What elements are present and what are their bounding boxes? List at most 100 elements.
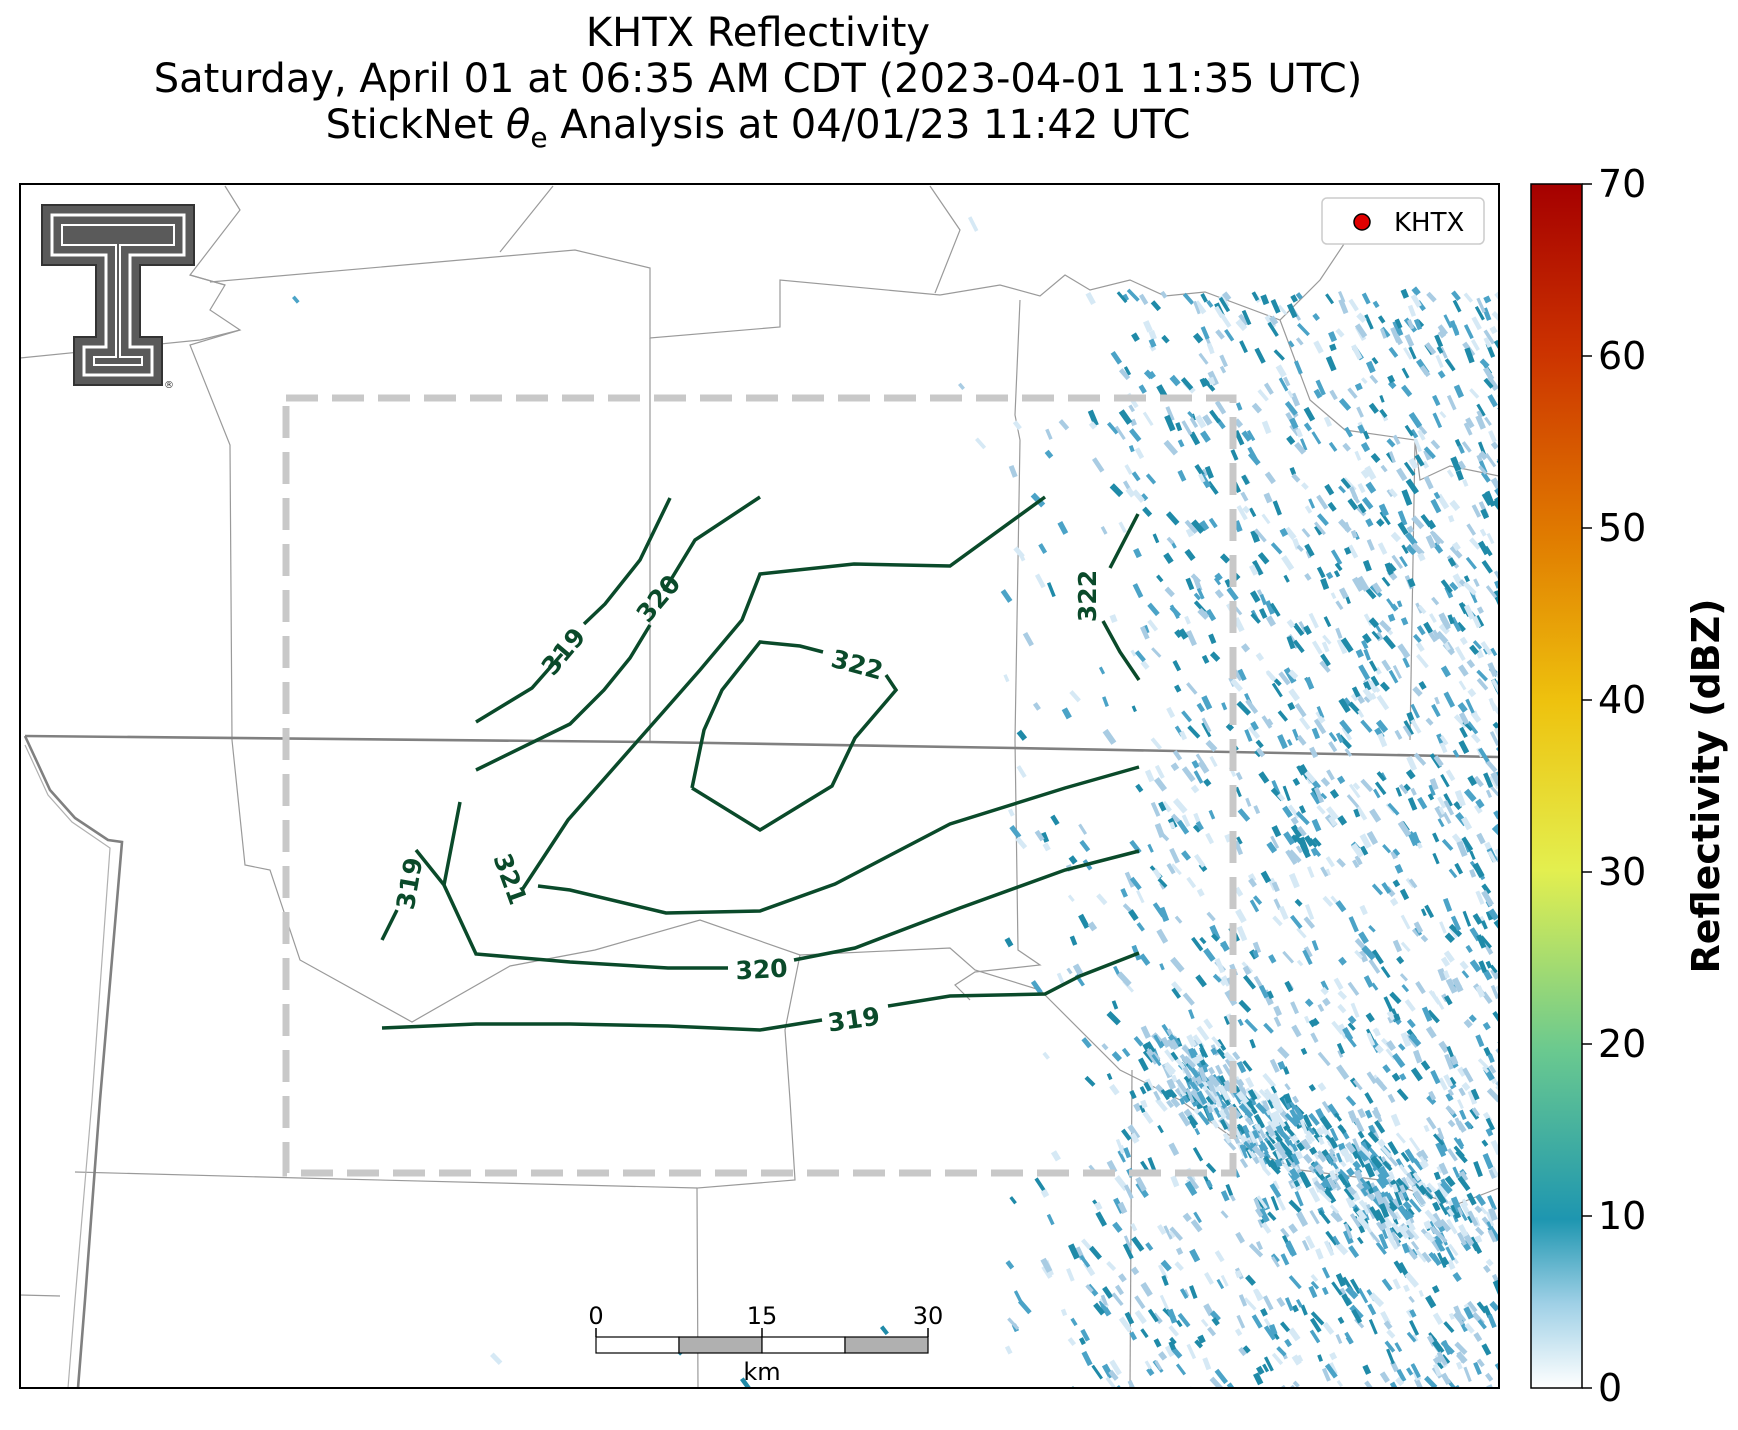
echo-pixel [1336, 1152, 1343, 1163]
echo-pixel [1138, 293, 1149, 306]
echo-pixel [1149, 344, 1157, 352]
echo-pixel [1315, 379, 1326, 396]
echo-pixel [1439, 921, 1447, 934]
echo-pixel [1498, 749, 1499, 766]
echo-pixel [1268, 1323, 1278, 1336]
echo-pixel [1332, 1209, 1343, 1222]
echo-pixel [1124, 1311, 1135, 1325]
echo-pixel [1249, 1038, 1256, 1049]
echo-pixel [1222, 291, 1232, 302]
echo-pixel [1200, 293, 1208, 303]
echo-pixel [1454, 646, 1466, 662]
echo-pixel [1291, 473, 1301, 483]
echo-pixel [1236, 1078, 1245, 1087]
echo-pixel [1209, 409, 1221, 424]
scale-segment [595, 1336, 680, 1354]
echo-pixel [1016, 765, 1027, 779]
echo-pixel [1377, 1172, 1390, 1187]
echo-pixel [1167, 1088, 1178, 1099]
echo-pixel [1385, 1226, 1395, 1242]
echo-pixel [1263, 492, 1273, 504]
echo-pixel [1285, 1240, 1297, 1257]
echo-pixel [1289, 1167, 1301, 1181]
echo-pixel [1258, 1088, 1271, 1102]
echo-pixel [1469, 388, 1480, 399]
echo-pixel [1413, 1190, 1426, 1206]
echo-pixel [1198, 1043, 1209, 1058]
echo-pixel [1309, 1209, 1320, 1225]
echo-pixel [1214, 577, 1222, 586]
echo-pixel [1317, 1150, 1327, 1161]
contour-label: 319 [826, 1002, 882, 1038]
echo-pixel [1386, 489, 1394, 498]
echo-pixel [1308, 1083, 1316, 1092]
echo-pixel [1115, 1284, 1124, 1296]
echo-pixel [1184, 615, 1191, 625]
echo-pixel [1236, 1314, 1246, 1329]
echo-pixel [1085, 291, 1096, 305]
echo-pixel [1453, 384, 1464, 399]
echo-pixel [1481, 1139, 1489, 1147]
echo-pixel [1044, 449, 1054, 459]
echo-pixel [1164, 1049, 1176, 1063]
echo-pixel [1458, 1087, 1466, 1097]
echo-pixel [1446, 1208, 1455, 1217]
echo-pixel [1440, 956, 1451, 967]
echo-pixel [1109, 1083, 1120, 1096]
echo-pixel [1237, 668, 1247, 682]
echo-pixel [1177, 1312, 1191, 1328]
echo-pixel [1381, 1228, 1389, 1240]
echo-pixel [1139, 1086, 1147, 1095]
echo-pixel [1184, 548, 1196, 561]
echo-pixel [1478, 747, 1490, 763]
echo-pixel [1205, 739, 1218, 752]
echo-pixel [1238, 1085, 1247, 1098]
echo-pixel [1456, 1351, 1468, 1364]
contour-322-east [1101, 513, 1141, 681]
echo-pixel [1380, 966, 1391, 979]
echo-pixel [1253, 805, 1261, 815]
echo-pixel [1134, 447, 1145, 460]
echo-pixel [1349, 1191, 1360, 1203]
echo-pixel [1388, 346, 1399, 358]
echo-pixel [1132, 583, 1144, 599]
echo-pixel [1080, 1328, 1090, 1342]
echo-pixel [1187, 410, 1195, 419]
echo-pixel [1358, 950, 1369, 963]
contour-label: 320 [735, 954, 789, 986]
echo-pixel [1486, 532, 1495, 545]
echo-pixel [1069, 935, 1078, 946]
echo-pixel [1291, 1143, 1299, 1152]
echo-pixel [1397, 510, 1408, 526]
echo-pixel [1296, 959, 1304, 967]
echo-pixel [1286, 1144, 1298, 1157]
echo-pixel [1207, 376, 1216, 386]
echo-pixel [1319, 1181, 1328, 1190]
echo-pixel [1476, 934, 1487, 949]
echo-pixel [1288, 804, 1301, 819]
echo-pixel [1430, 1225, 1438, 1235]
echo-pixel [1465, 698, 1475, 714]
echo-pixel [1399, 555, 1408, 568]
echo-pixel [1484, 841, 1492, 851]
echo-pixel [1216, 1038, 1227, 1051]
echo-pixel [1426, 1186, 1433, 1194]
echo-pixel [1234, 430, 1245, 446]
echo-pixel [1305, 550, 1312, 559]
echo-pixel [1304, 676, 1315, 690]
echo-pixel [1453, 1305, 1462, 1318]
echo-pixel [1008, 808, 1015, 817]
echo-pixel [1375, 719, 1389, 733]
echo-pixel [1446, 1218, 1458, 1235]
echo-pixel [1395, 1177, 1409, 1192]
echo-pixel [1327, 1152, 1338, 1164]
echo-pixel [1244, 1116, 1254, 1126]
echo-pixel [1148, 338, 1157, 348]
echo-pixel [1441, 1339, 1453, 1356]
echo-pixel [1410, 1363, 1421, 1379]
echo-pixel [1437, 818, 1445, 828]
echo-pixel [1223, 1015, 1231, 1025]
echo-pixel [1311, 727, 1321, 740]
echo-pixel [1304, 904, 1315, 921]
echo-pixel [1210, 1047, 1218, 1056]
